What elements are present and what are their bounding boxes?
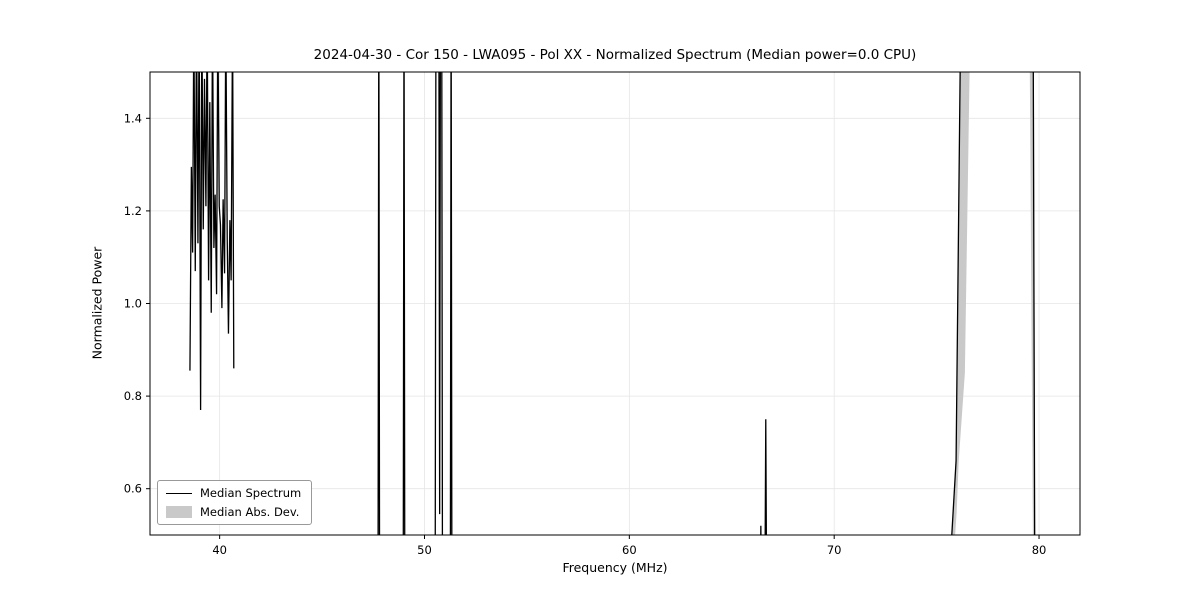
median-abs-dev-band (951, 72, 970, 535)
y-tick-label: 0.8 (124, 389, 142, 403)
legend-label: Median Spectrum (200, 486, 302, 500)
median-spectrum-line (449, 72, 453, 535)
x-tick-label: 70 (827, 543, 842, 557)
y-axis-label: Normalized Power (89, 246, 105, 360)
median-spectrum-line (377, 72, 381, 535)
median-abs-dev-fill-swatch (166, 506, 192, 518)
x-tick-label: 80 (1032, 543, 1047, 557)
median-spectrum-line (189, 72, 235, 410)
x-tick-label: 60 (622, 543, 637, 557)
legend-label: Median Abs. Dev. (200, 505, 300, 519)
median-spectrum-line (402, 72, 406, 535)
legend: Median Spectrum Median Abs. Dev. (157, 480, 313, 525)
y-tick-label: 0.6 (124, 482, 142, 496)
legend-entry-median-abs-dev: Median Abs. Dev. (166, 505, 301, 519)
legend-entry-median-spectrum: Median Spectrum (166, 486, 301, 500)
y-tick-label: 1.0 (124, 297, 142, 311)
plot-series (189, 72, 1036, 535)
median-spectrum-line (434, 72, 444, 535)
x-tick-label: 40 (212, 543, 227, 557)
x-tick-label: 50 (417, 543, 432, 557)
median-spectrum-line (764, 419, 767, 535)
x-axis-label: Frequency (MHz) (562, 560, 668, 575)
y-tick-label: 1.4 (124, 111, 142, 125)
median-spectrum-line (760, 525, 762, 535)
chart-title: 2024-04-30 - Cor 150 - LWA095 - Pol XX -… (313, 47, 917, 63)
y-tick-label: 1.2 (124, 204, 142, 218)
median-spectrum-line (951, 72, 1036, 535)
median-spectrum-line-swatch (166, 492, 192, 494)
